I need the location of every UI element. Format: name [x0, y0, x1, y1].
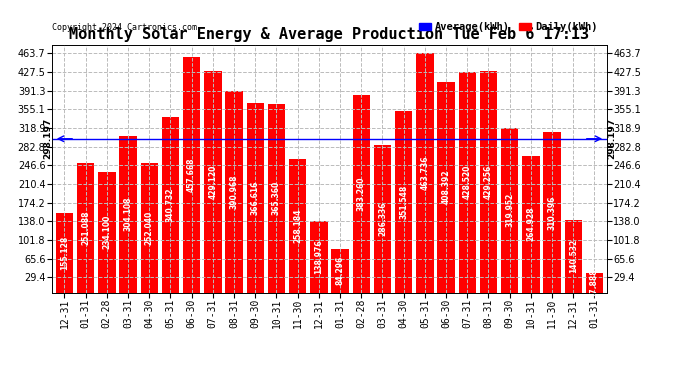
Bar — [416, 53, 433, 292]
Bar — [289, 159, 306, 292]
Text: 340.732: 340.732 — [166, 188, 175, 222]
Text: 84.296: 84.296 — [335, 256, 344, 285]
Text: 366.616: 366.616 — [250, 181, 259, 215]
Text: 429.120: 429.120 — [208, 165, 217, 199]
Text: 463.736: 463.736 — [420, 156, 429, 190]
Bar — [246, 104, 264, 292]
Text: 457.668: 457.668 — [187, 157, 196, 192]
Text: 351.548: 351.548 — [400, 185, 408, 219]
Bar — [586, 273, 603, 292]
Bar — [141, 162, 158, 292]
Text: 304.108: 304.108 — [124, 197, 132, 231]
Text: 140.532: 140.532 — [569, 239, 578, 273]
Text: 155.128: 155.128 — [60, 236, 69, 270]
Bar — [226, 91, 243, 292]
Bar — [353, 95, 370, 292]
Bar — [459, 72, 476, 292]
Text: 251.088: 251.088 — [81, 210, 90, 245]
Bar — [501, 128, 518, 292]
Bar — [204, 71, 221, 292]
Bar — [268, 104, 285, 292]
Text: 429.256: 429.256 — [484, 165, 493, 199]
Text: 258.184: 258.184 — [293, 209, 302, 243]
Bar — [374, 145, 391, 292]
Text: 390.968: 390.968 — [230, 174, 239, 209]
Bar — [310, 221, 328, 292]
Bar — [437, 82, 455, 292]
Bar — [161, 117, 179, 292]
Text: 138.976: 138.976 — [315, 239, 324, 274]
Bar — [331, 249, 348, 292]
Text: 310.396: 310.396 — [548, 195, 557, 230]
Bar — [480, 71, 497, 292]
Text: 298.197: 298.197 — [43, 118, 52, 159]
Bar — [395, 111, 413, 292]
Text: 37.888: 37.888 — [590, 268, 599, 297]
Text: 286.336: 286.336 — [378, 201, 387, 236]
Bar — [119, 136, 137, 292]
Title: Monthly Solar Energy & Average Production Tue Feb 6 17:13: Monthly Solar Energy & Average Productio… — [70, 27, 589, 42]
Bar — [77, 163, 95, 292]
Bar — [98, 172, 115, 292]
Text: 298.197: 298.197 — [607, 118, 616, 159]
Text: 264.928: 264.928 — [526, 207, 535, 242]
Text: Copyright 2024 Cartronics.com: Copyright 2024 Cartronics.com — [52, 23, 197, 32]
Legend: Average(kWh), Daily(kWh): Average(kWh), Daily(kWh) — [415, 18, 602, 36]
Text: 365.360: 365.360 — [272, 181, 281, 215]
Bar — [522, 156, 540, 292]
Bar — [56, 213, 73, 292]
Bar — [544, 132, 561, 292]
Text: 428.520: 428.520 — [463, 165, 472, 199]
Text: 408.392: 408.392 — [442, 170, 451, 204]
Text: 383.260: 383.260 — [357, 177, 366, 211]
Text: 234.100: 234.100 — [102, 215, 111, 249]
Bar — [183, 57, 200, 292]
Text: 319.952: 319.952 — [505, 193, 514, 227]
Text: 252.040: 252.040 — [145, 210, 154, 244]
Bar — [564, 220, 582, 292]
